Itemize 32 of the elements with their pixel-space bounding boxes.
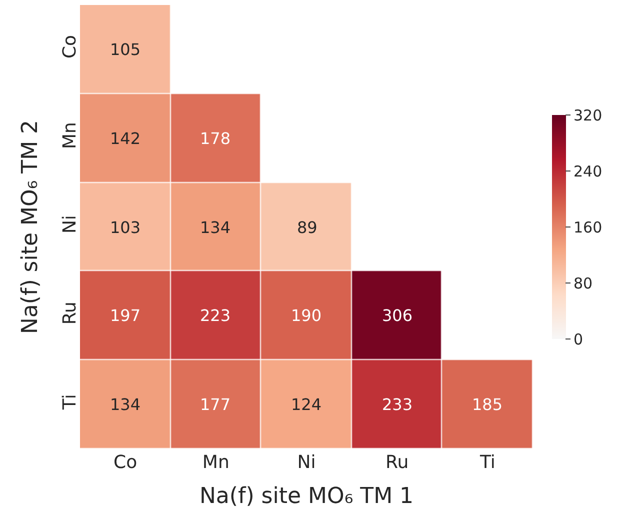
data-label: 103 — [110, 218, 141, 237]
color-bar-label: 80 — [574, 274, 593, 292]
x-tick-label: Ru — [386, 452, 409, 473]
color-bar-label: 320 — [574, 106, 602, 124]
y-tick-label: Co — [59, 34, 80, 58]
data-label: 142 — [110, 129, 141, 148]
data-label: 233 — [382, 395, 413, 414]
x-tick-label: Mn — [202, 452, 230, 473]
color-bar-label: 160 — [574, 218, 602, 236]
data-label: 306 — [382, 306, 413, 325]
data-label: 134 — [200, 218, 231, 237]
data-label: 178 — [200, 129, 231, 148]
y-tick-label: Ni — [59, 215, 80, 234]
x-tick-label: Ti — [478, 452, 496, 473]
data-label: 177 — [200, 395, 231, 414]
y-axis-title: Na(f) site MO₆ TM 2 — [18, 120, 44, 334]
data-label: 134 — [110, 395, 141, 414]
data-label: 223 — [200, 306, 231, 325]
data-label: 197 — [110, 306, 141, 325]
x-tick-label: Co — [114, 452, 138, 473]
x-axis-title: Na(f) site MO₆ TM 1 — [199, 484, 414, 509]
color-bar-label: 0 — [574, 330, 584, 348]
y-tick-label: Mn — [59, 122, 80, 149]
data-label: 185 — [472, 395, 503, 414]
x-tick-label: Ni — [297, 452, 316, 473]
data-label: 89 — [297, 218, 318, 237]
data-label: 124 — [291, 395, 322, 414]
data-label: 190 — [291, 306, 322, 325]
color-bar-label: 240 — [574, 162, 602, 180]
data-label: 105 — [110, 40, 141, 59]
y-tick-label: Ru — [59, 302, 80, 325]
y-tick-label: Ti — [59, 394, 80, 411]
